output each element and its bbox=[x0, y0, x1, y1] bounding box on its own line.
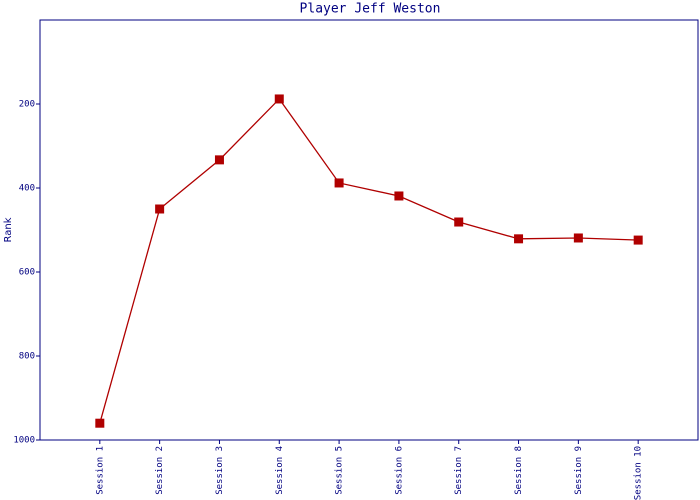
y-axis-label: Rank bbox=[3, 217, 14, 242]
marker bbox=[334, 178, 344, 188]
y-tick-label: 1000 bbox=[13, 436, 35, 446]
marker bbox=[394, 191, 404, 201]
marker bbox=[573, 233, 583, 243]
x-tick-label: Session 1 bbox=[95, 446, 105, 495]
x-tick-label: Session 2 bbox=[155, 446, 165, 495]
marker bbox=[95, 418, 105, 428]
x-tick-label: Session 10 bbox=[634, 446, 644, 500]
y-tick-label: 600 bbox=[19, 268, 35, 278]
marker bbox=[514, 234, 524, 244]
y-tick-label: 800 bbox=[19, 352, 35, 362]
x-tick-label: Session 3 bbox=[215, 446, 225, 495]
plot-frame bbox=[39, 19, 699, 441]
y-tick-label: 400 bbox=[19, 184, 35, 194]
y-tick-label: 200 bbox=[19, 100, 35, 110]
marker bbox=[633, 235, 643, 245]
marker bbox=[214, 155, 224, 165]
chart-title: Player Jeff Weston bbox=[300, 2, 441, 17]
marker bbox=[155, 204, 165, 214]
line bbox=[99, 97, 639, 424]
x-tick-label: Session 8 bbox=[514, 446, 524, 495]
marker bbox=[274, 94, 284, 104]
x-tick-label: Session 4 bbox=[275, 446, 285, 495]
x-tick-label: Session 9 bbox=[574, 446, 584, 495]
marker bbox=[454, 217, 464, 227]
x-tick-label: Session 5 bbox=[335, 446, 345, 495]
x-tick-label: Session 7 bbox=[454, 446, 464, 495]
x-tick-label: Session 6 bbox=[394, 446, 404, 495]
